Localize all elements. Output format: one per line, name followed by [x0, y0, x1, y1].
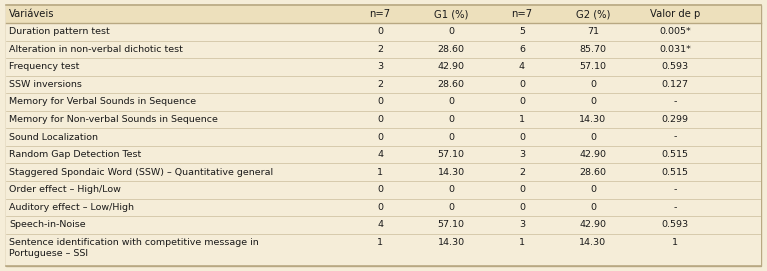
Text: Speech-in-Noise: Speech-in-Noise — [9, 220, 86, 229]
Text: 71: 71 — [587, 27, 599, 36]
Text: 0: 0 — [377, 27, 383, 36]
Text: 4: 4 — [519, 62, 525, 71]
Text: Alteration in non-verbal dichotic test: Alteration in non-verbal dichotic test — [9, 45, 183, 54]
Text: 5: 5 — [519, 27, 525, 36]
Text: 6: 6 — [519, 45, 525, 54]
Text: 57.10: 57.10 — [437, 220, 465, 229]
Text: 0: 0 — [519, 185, 525, 194]
Bar — [6, 76, 761, 93]
Text: n=7: n=7 — [370, 9, 390, 19]
Text: 0.299: 0.299 — [662, 115, 689, 124]
Bar — [6, 146, 761, 163]
Text: 1: 1 — [377, 168, 383, 177]
Text: Order effect – High/Low: Order effect – High/Low — [9, 185, 121, 194]
Text: 14.30: 14.30 — [437, 238, 465, 247]
Text: 42.90: 42.90 — [437, 62, 465, 71]
Bar — [6, 199, 761, 216]
Text: 0.515: 0.515 — [662, 150, 689, 159]
Text: 0: 0 — [377, 203, 383, 212]
Text: 0: 0 — [377, 115, 383, 124]
Bar — [6, 216, 761, 234]
Text: 1: 1 — [377, 238, 383, 247]
Text: SSW inversions: SSW inversions — [9, 80, 82, 89]
Text: 1: 1 — [519, 238, 525, 247]
Text: 0: 0 — [448, 203, 454, 212]
Text: Staggered Spondaic Word (SSW) – Quantitative general: Staggered Spondaic Word (SSW) – Quantita… — [9, 168, 273, 177]
Bar — [6, 93, 761, 111]
Text: -: - — [673, 203, 677, 212]
Text: n=7: n=7 — [512, 9, 532, 19]
Text: 3: 3 — [519, 150, 525, 159]
Text: 0: 0 — [448, 27, 454, 36]
Bar — [6, 58, 761, 76]
Text: 2: 2 — [519, 168, 525, 177]
Text: 4: 4 — [377, 150, 383, 159]
Text: 0: 0 — [377, 133, 383, 141]
Text: 28.60: 28.60 — [437, 80, 465, 89]
Text: 0: 0 — [519, 98, 525, 107]
Text: 0: 0 — [377, 98, 383, 107]
Text: 28.60: 28.60 — [437, 45, 465, 54]
Text: 0: 0 — [590, 80, 596, 89]
Text: 1: 1 — [673, 238, 678, 247]
Text: Sound Localization: Sound Localization — [9, 133, 98, 141]
Text: 0.127: 0.127 — [662, 80, 689, 89]
Text: 0.593: 0.593 — [662, 220, 689, 229]
Text: 57.10: 57.10 — [579, 62, 607, 71]
Text: 0: 0 — [448, 115, 454, 124]
Text: G1 (%): G1 (%) — [434, 9, 468, 19]
Text: -: - — [673, 133, 677, 141]
Text: 85.70: 85.70 — [579, 45, 607, 54]
Text: 0: 0 — [519, 203, 525, 212]
Text: Memory for Non-verbal Sounds in Sequence: Memory for Non-verbal Sounds in Sequence — [9, 115, 218, 124]
Text: Memory for Verbal Sounds in Sequence: Memory for Verbal Sounds in Sequence — [9, 98, 196, 107]
Text: 4: 4 — [377, 220, 383, 229]
Text: 0: 0 — [448, 133, 454, 141]
Bar — [6, 41, 761, 58]
Text: 3: 3 — [377, 62, 383, 71]
Text: G2 (%): G2 (%) — [576, 9, 610, 19]
Text: Sentence identification with competitive message in
Portuguese – SSI: Sentence identification with competitive… — [9, 238, 259, 259]
Bar — [6, 111, 761, 128]
Text: Frequency test: Frequency test — [9, 62, 80, 71]
Text: Random Gap Detection Test: Random Gap Detection Test — [9, 150, 141, 159]
Text: Valor de p: Valor de p — [650, 9, 700, 19]
Text: 0.593: 0.593 — [662, 62, 689, 71]
Text: 0: 0 — [590, 185, 596, 194]
Bar — [6, 128, 761, 146]
Text: 1: 1 — [519, 115, 525, 124]
Text: 0.031*: 0.031* — [660, 45, 691, 54]
Text: 14.30: 14.30 — [437, 168, 465, 177]
Text: 42.90: 42.90 — [579, 150, 607, 159]
Text: 0: 0 — [519, 80, 525, 89]
Text: 0: 0 — [519, 133, 525, 141]
Text: 28.60: 28.60 — [579, 168, 607, 177]
Text: 3: 3 — [519, 220, 525, 229]
Text: 2: 2 — [377, 80, 383, 89]
Text: Variáveis: Variáveis — [9, 9, 54, 19]
Text: 0: 0 — [590, 133, 596, 141]
Text: 0: 0 — [448, 185, 454, 194]
Text: -: - — [673, 185, 677, 194]
Text: Duration pattern test: Duration pattern test — [9, 27, 110, 36]
Text: 57.10: 57.10 — [437, 150, 465, 159]
Text: 2: 2 — [377, 45, 383, 54]
Bar — [6, 181, 761, 199]
Text: 0.515: 0.515 — [662, 168, 689, 177]
Text: 0: 0 — [377, 185, 383, 194]
Text: Auditory effect – Low/High: Auditory effect – Low/High — [9, 203, 134, 212]
Bar — [6, 5, 761, 23]
Bar — [6, 163, 761, 181]
Text: 42.90: 42.90 — [579, 220, 607, 229]
Text: 0: 0 — [448, 98, 454, 107]
Text: 14.30: 14.30 — [579, 238, 607, 247]
Text: 0: 0 — [590, 203, 596, 212]
Text: 0: 0 — [590, 98, 596, 107]
Text: 14.30: 14.30 — [579, 115, 607, 124]
Text: 0.005*: 0.005* — [660, 27, 691, 36]
Text: -: - — [673, 98, 677, 107]
Bar — [6, 23, 761, 41]
Bar — [6, 234, 761, 266]
